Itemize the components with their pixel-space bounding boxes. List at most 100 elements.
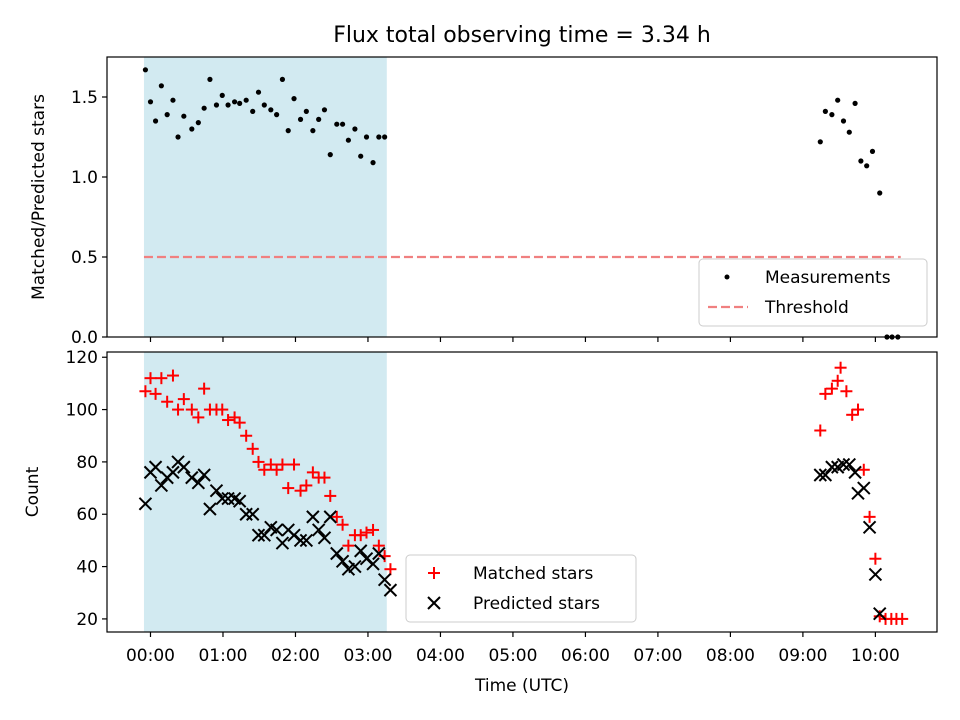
matched-star-marker bbox=[172, 403, 185, 416]
measurement-point bbox=[181, 113, 187, 119]
predicted-star-marker bbox=[813, 468, 827, 482]
matched-star-marker bbox=[851, 403, 864, 416]
matched-star-marker bbox=[288, 458, 301, 471]
count-y-tick-label: 60 bbox=[76, 505, 98, 525]
predicted-star-marker bbox=[836, 457, 851, 472]
count-y-tick-label: 120 bbox=[66, 348, 98, 368]
measurement-point bbox=[164, 112, 170, 118]
measurement-point bbox=[846, 129, 852, 135]
matched-star-marker bbox=[342, 539, 355, 552]
measurement-point bbox=[219, 92, 225, 98]
predicted-star-marker bbox=[177, 460, 191, 474]
predicted-star-marker bbox=[232, 494, 247, 508]
measurement-point bbox=[334, 121, 340, 127]
matched-star-marker bbox=[318, 471, 331, 484]
measurement-point bbox=[303, 108, 309, 114]
predicted-star-marker bbox=[221, 491, 235, 506]
legend-predicted-label: Predicted stars bbox=[473, 594, 600, 614]
matched-star-marker bbox=[264, 458, 277, 471]
predicted-star-marker bbox=[191, 476, 206, 490]
measurement-point bbox=[321, 107, 328, 113]
predicted-star-marker bbox=[825, 460, 839, 474]
count-x-tick-label: 09:00 bbox=[778, 646, 827, 666]
measurement-point bbox=[297, 116, 304, 122]
matched-star-marker bbox=[216, 403, 229, 416]
predicted-star-marker bbox=[335, 554, 350, 569]
matched-star-marker bbox=[185, 403, 198, 416]
matched-star-marker bbox=[367, 523, 380, 536]
count-x-tick-label: 06:00 bbox=[561, 646, 610, 666]
ratio-x-ticks bbox=[149, 337, 876, 342]
measurement-point bbox=[822, 108, 828, 114]
matched-star-marker bbox=[863, 510, 876, 523]
matched-star-marker bbox=[252, 455, 265, 468]
measurement-point bbox=[207, 76, 213, 82]
measurement-point bbox=[829, 112, 835, 118]
ratio-y-axis-label: Matched/Predicted stars bbox=[29, 94, 49, 300]
matched-star-marker bbox=[240, 429, 253, 442]
matched-star-marker bbox=[139, 385, 152, 398]
chart-title: Flux total observing time = 3.34 h bbox=[333, 23, 711, 48]
measurement-point bbox=[327, 152, 333, 158]
measurement-points bbox=[142, 67, 901, 340]
predicted-star-marker bbox=[138, 497, 153, 511]
matched-star-marker bbox=[161, 395, 174, 408]
count-panel-frame bbox=[106, 351, 938, 633]
count-x-tick-label: 02:00 bbox=[271, 646, 320, 666]
measurement-point bbox=[817, 139, 823, 145]
count-legend: Matched stars Predicted stars bbox=[405, 554, 637, 623]
predicted-star-marker bbox=[245, 507, 260, 521]
measurement-point bbox=[382, 134, 388, 140]
measurement-point bbox=[175, 134, 181, 140]
measurement-point bbox=[877, 190, 883, 196]
measurement-point bbox=[158, 83, 164, 89]
ratio-panel: 0.0 0.5 1.0 1.5 Matched/Predicted stars Mea… bbox=[29, 56, 938, 348]
predicted-star-marker bbox=[868, 567, 883, 582]
predicted-star-marker bbox=[330, 546, 344, 561]
matched-star-marker bbox=[166, 369, 179, 382]
predicted-star-marker bbox=[348, 559, 362, 574]
matched-star-marker bbox=[192, 411, 205, 424]
predicted-star-marker bbox=[857, 481, 871, 495]
legend-matched-marker bbox=[428, 567, 440, 579]
measurement-point bbox=[363, 134, 370, 140]
measurement-point bbox=[852, 100, 858, 106]
measurement-point bbox=[142, 67, 149, 73]
measurement-point bbox=[201, 105, 207, 111]
matched-star-marker bbox=[846, 408, 859, 421]
predicted-star-marker bbox=[848, 465, 862, 480]
matched-star-marker bbox=[233, 416, 246, 429]
predicted-star-marker bbox=[311, 523, 326, 537]
matched-star-marker bbox=[896, 612, 909, 625]
measurement-point bbox=[864, 163, 870, 169]
predicted-star-marker bbox=[317, 531, 332, 545]
count-x-tick-label: 04:00 bbox=[416, 646, 465, 666]
measurement-point bbox=[279, 76, 286, 82]
predicted-star-marker bbox=[166, 465, 180, 480]
count-panel: 20 40 60 80 100 120 00:00 01:00 02:00 03:00 04:00… bbox=[23, 348, 938, 696]
predicted-star-markers bbox=[138, 455, 887, 621]
ratio-y-tick-label: 1.0 bbox=[71, 168, 98, 188]
matched-star-markers bbox=[139, 361, 909, 625]
measurement-point bbox=[152, 118, 159, 124]
count-x-tick-label: 10:00 bbox=[851, 646, 900, 666]
count-legend-box bbox=[405, 554, 637, 623]
matched-star-marker bbox=[831, 374, 844, 387]
measurement-point bbox=[345, 137, 351, 143]
measurement-point bbox=[352, 126, 358, 132]
predicted-star-marker bbox=[366, 557, 380, 571]
matched-star-marker bbox=[840, 385, 853, 398]
matched-star-marker bbox=[372, 539, 385, 552]
count-y-tick-label: 20 bbox=[76, 610, 98, 630]
predicted-star-marker bbox=[372, 546, 386, 561]
matched-star-marker bbox=[198, 382, 211, 395]
ratio-y-tick-label: 0.0 bbox=[71, 328, 98, 348]
matched-star-marker bbox=[324, 489, 337, 502]
measurement-point bbox=[840, 118, 847, 124]
measurement-point bbox=[231, 99, 238, 105]
observing-window-shade bbox=[143, 57, 387, 337]
predicted-star-marker bbox=[873, 606, 887, 621]
predicted-star-marker bbox=[197, 468, 211, 482]
predicted-star-marker bbox=[306, 510, 320, 524]
